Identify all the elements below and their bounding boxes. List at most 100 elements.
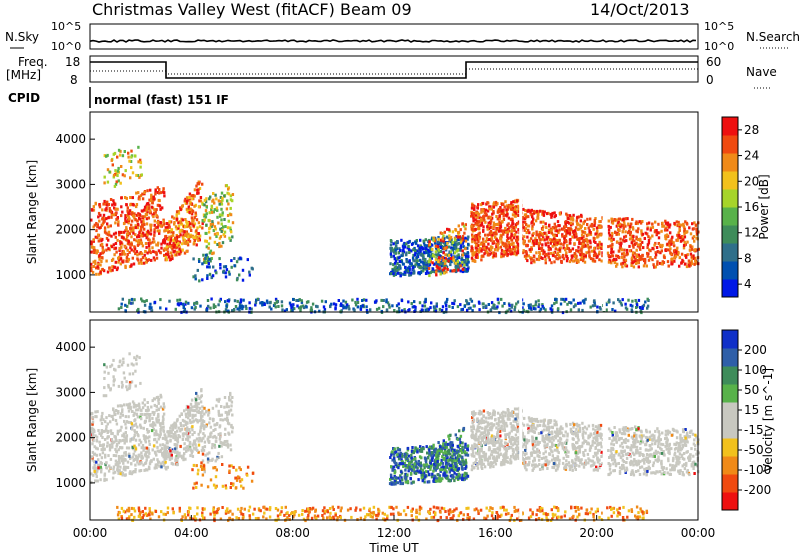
scatter-cell [130,155,133,159]
scatter-cell [134,457,137,461]
scatter-cell [646,243,650,247]
scatter-cell [480,242,483,246]
scatter-cell [425,263,428,267]
scatter-cell [224,265,228,269]
scatter-cell [107,247,110,251]
scatter-cell [632,245,635,249]
scatter-cell [138,356,141,360]
scatter-cell [216,215,219,219]
scatter-cell [250,307,253,311]
scatter-cell [689,245,692,249]
scatter-cell [622,217,625,221]
scatter-cell [369,308,372,312]
scatter-cell [132,262,136,266]
scatter-cell [149,188,152,192]
scatter-cell [224,427,227,431]
scatter-cell [594,217,597,220]
scatter-cell [219,432,222,436]
scatter-cell [535,251,538,255]
scatter-cell [187,205,190,209]
scatter-cell [413,305,416,309]
scatter-cell [93,445,96,449]
scatter-cell [212,192,215,195]
scatter-cell [506,207,509,211]
scatter-cell [470,299,474,303]
scatter-cell [238,304,242,307]
scatter-cell [433,254,436,258]
scatter-cell [127,409,131,413]
scatter-cell [442,264,445,268]
scatter-cell [189,421,192,425]
scatter-cell [446,268,449,271]
scatter-cell [410,481,413,485]
scatter-cell [123,252,127,256]
scatter-cell [549,247,552,251]
scatter-cell [103,377,106,380]
scatter-cell [160,447,164,451]
scatter-cell [254,301,258,305]
scatter-cell [195,418,199,422]
scatter-cell [501,220,504,223]
scatter-cell [116,432,119,436]
scatter-cell [101,248,105,252]
scatter-cell [616,254,620,258]
scatter-cell [510,238,514,242]
scatter-cell [203,406,206,410]
scatter-cell [149,413,152,417]
scatter-cell [309,308,313,312]
scatter-cell [209,478,213,482]
scatter-cell [412,258,415,262]
scatter-cell [120,425,123,429]
scatter-cell [547,248,550,252]
scatter-cell [112,232,116,236]
scatter-cell [478,237,481,241]
scatter-cell [186,434,189,438]
scatter-cell [213,240,217,244]
scatter-cell [548,224,551,228]
scatter-cell [165,456,168,460]
scatter-cell [169,220,173,224]
scatter-cell [128,242,131,246]
scatter-cell [90,242,93,246]
scatter-cell [553,222,556,226]
scatter-cell [178,414,181,418]
scatter-cell [130,235,133,239]
colorbar-cell [722,243,738,262]
scatter-cell [132,402,136,406]
scatter-cell [97,211,101,215]
scatter-cell [638,220,641,224]
scatter-cell [140,258,143,262]
scatter-cell [421,304,424,308]
scatter-cell [159,430,162,434]
scatter-cell [133,433,136,437]
scatter-cell [524,215,528,219]
scatter-cell [126,388,129,392]
scatter-cell [492,210,495,213]
scatter-cell [204,239,207,243]
scatter-cell [398,247,401,251]
scatter-cell [109,224,112,228]
scatter-cell [146,428,149,431]
scatter-cell [110,212,114,216]
scatter-cell [380,298,383,302]
scatter-cell [227,202,230,206]
scatter-cell [487,224,490,228]
scatter-cell [90,250,93,254]
scatter-cell [175,240,179,244]
scatter-cell [678,227,681,231]
scatter-cell [183,432,186,436]
scatter-cell [153,230,156,234]
scatter-cell [492,202,495,206]
scatter-cell [444,257,448,261]
scatter-cell [212,435,215,439]
scatter-cell [206,256,209,260]
scatter-cell [181,302,184,306]
scatter-cell [538,252,542,256]
scatter-cell [591,224,594,228]
scatter-cell [609,255,612,259]
scatter-cell [342,299,345,303]
scatter-cell [501,241,505,245]
scatter-cell [393,261,397,265]
scatter-cell [206,274,209,278]
scatter-cell [436,242,439,246]
